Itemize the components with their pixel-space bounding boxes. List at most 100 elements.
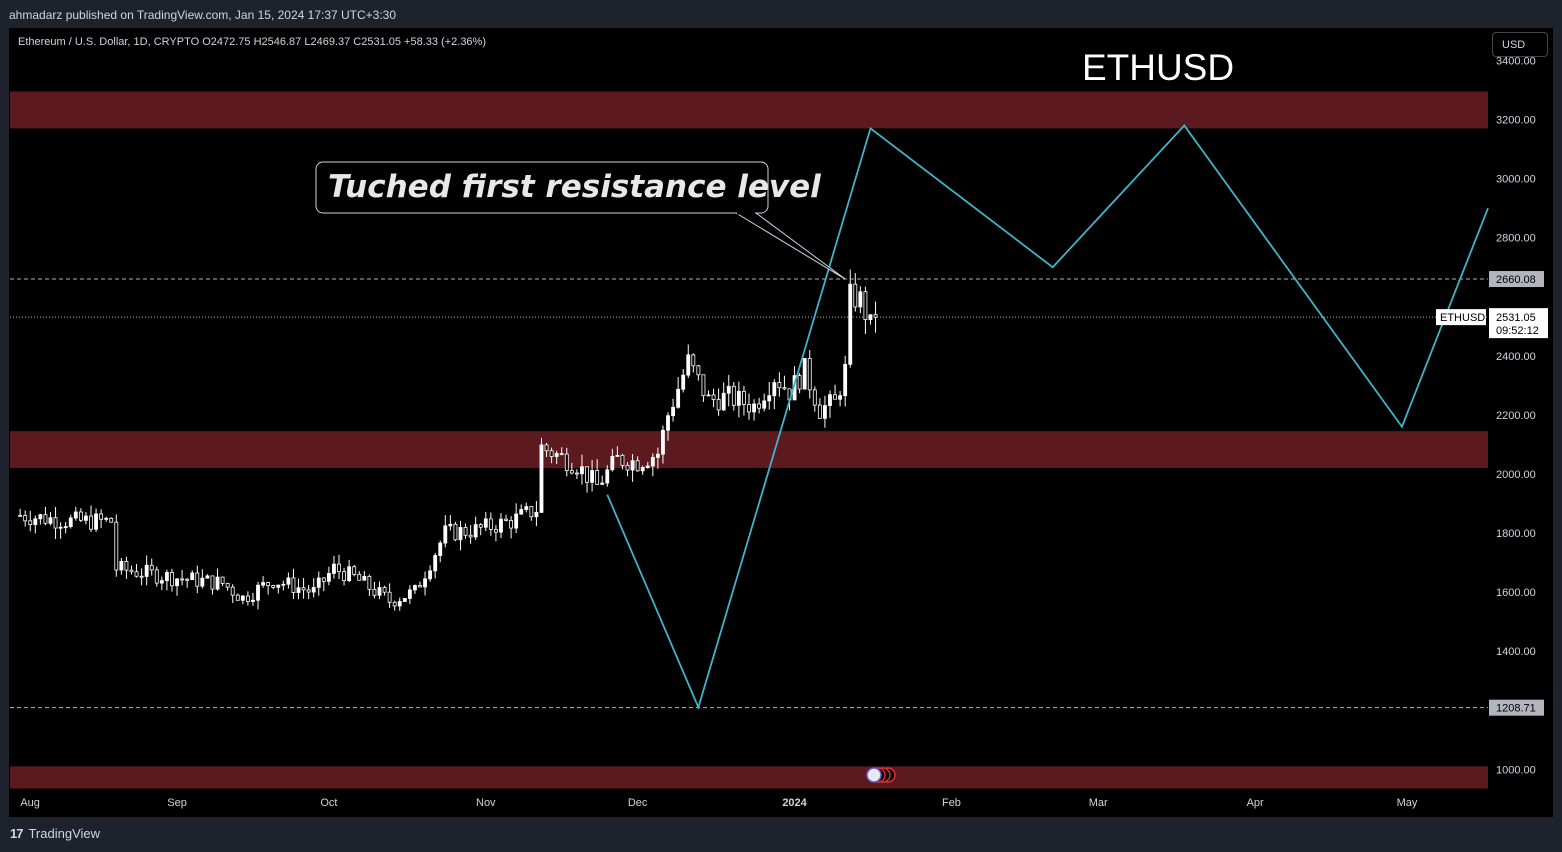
candle-body xyxy=(58,526,63,529)
candle-body xyxy=(833,394,837,400)
candle-body xyxy=(326,573,331,582)
candle-body xyxy=(433,555,438,572)
candle-body xyxy=(73,511,78,519)
last-price-label: 2531.05 xyxy=(1496,312,1536,324)
publish-bar: ahmadarz published on TradingView.com, J… xyxy=(0,0,1562,28)
candle-body xyxy=(772,382,777,397)
candle-body xyxy=(200,577,205,587)
price-tick-label: 2800.00 xyxy=(1496,233,1536,245)
candle-body xyxy=(205,575,210,579)
candle-body xyxy=(595,470,600,485)
candle-body xyxy=(261,582,266,586)
candle-body xyxy=(438,542,443,556)
candle-body xyxy=(332,563,336,574)
candle-body xyxy=(256,584,260,601)
candle-body xyxy=(569,470,574,474)
candle-body xyxy=(413,585,417,591)
footer-bar xyxy=(0,817,1562,852)
time-tick-label: 2024 xyxy=(782,797,807,809)
horizontal-levels xyxy=(10,278,1488,709)
time-tick-label: Dec xyxy=(628,797,648,809)
candlesticks xyxy=(18,269,878,611)
candle-body xyxy=(580,466,584,475)
time-axis: Aug Sep Oct Nov Dec 2024 Feb Mar Apr May xyxy=(20,797,1418,809)
level-tag xyxy=(1489,699,1544,716)
price-tick-label: 3000.00 xyxy=(1496,174,1536,186)
candle-body xyxy=(473,524,478,538)
zone-1 xyxy=(10,431,1488,469)
candle-body xyxy=(63,526,68,528)
candle-body xyxy=(757,403,762,409)
time-tick-label: Nov xyxy=(476,797,496,809)
candle-body xyxy=(625,464,630,471)
candle-body xyxy=(468,534,473,538)
candle-body xyxy=(38,514,43,520)
tradingview-logo-icon: 17 xyxy=(10,826,24,841)
candle-body xyxy=(190,572,195,581)
candle-body xyxy=(185,578,190,581)
candle-body xyxy=(296,587,301,593)
candle-body xyxy=(109,517,114,523)
candle-body xyxy=(742,390,746,405)
candle-body xyxy=(509,520,514,529)
currency-button[interactable]: USD xyxy=(1492,32,1548,57)
candle-body xyxy=(838,395,843,400)
candle-body xyxy=(645,465,650,468)
candle-body xyxy=(94,513,98,530)
tradingview-brand: TradingView xyxy=(28,826,101,841)
price-tick-label: 1800.00 xyxy=(1496,528,1536,540)
candle-body xyxy=(843,363,848,397)
price-tick-label: 3400.00 xyxy=(1496,55,1536,67)
candle-body xyxy=(316,577,321,588)
candle-body xyxy=(747,404,751,413)
candle-body xyxy=(84,515,88,521)
callout-gap xyxy=(737,211,755,215)
symbol-tag-label: ETHUSD xyxy=(1440,312,1485,324)
candle-body xyxy=(164,572,169,582)
candle-body xyxy=(686,354,691,376)
candle-body xyxy=(640,467,645,472)
candle-body xyxy=(504,518,508,521)
candle-body xyxy=(149,564,154,571)
candle-body xyxy=(514,513,519,529)
support-resistance-zones xyxy=(10,91,1488,789)
candle-body xyxy=(215,576,220,590)
time-tick-label: Oct xyxy=(320,797,337,809)
candle-body xyxy=(777,382,782,389)
candle-body xyxy=(240,595,245,601)
candle-body xyxy=(574,472,579,475)
candle-body xyxy=(691,354,696,367)
price-tick-label: 3200.00 xyxy=(1496,115,1536,127)
candle-body xyxy=(463,526,468,536)
chart-pane[interactable] xyxy=(9,28,1553,817)
price-tick-label: 2200.00 xyxy=(1496,410,1536,422)
candle-body xyxy=(630,460,635,471)
zone-0 xyxy=(10,91,1488,129)
candle-body xyxy=(382,587,387,593)
published-info: ahmadarz published on TradingView.com, J… xyxy=(9,8,397,22)
candle-body xyxy=(119,561,124,571)
candle-body xyxy=(245,595,250,602)
candle-body xyxy=(337,563,341,573)
candle-body xyxy=(524,506,529,510)
candle-body xyxy=(342,571,346,582)
projection-path xyxy=(606,124,1489,710)
candle-body xyxy=(78,511,83,521)
candle-body xyxy=(863,291,868,320)
candle-body xyxy=(104,517,109,520)
candle-body xyxy=(802,358,807,390)
candle-body xyxy=(716,399,721,411)
candle-body xyxy=(559,453,564,455)
candle-body xyxy=(170,572,174,587)
projection-line xyxy=(606,124,1489,710)
level-tag-label: 1208.71 xyxy=(1496,703,1536,715)
candle-body xyxy=(235,594,240,601)
callout-box xyxy=(315,161,769,214)
candle-body xyxy=(362,575,367,581)
candle-body xyxy=(306,589,311,593)
candle-body xyxy=(752,403,756,413)
event-flags xyxy=(866,767,896,783)
candle-body xyxy=(711,394,716,400)
candle-body xyxy=(539,444,544,513)
